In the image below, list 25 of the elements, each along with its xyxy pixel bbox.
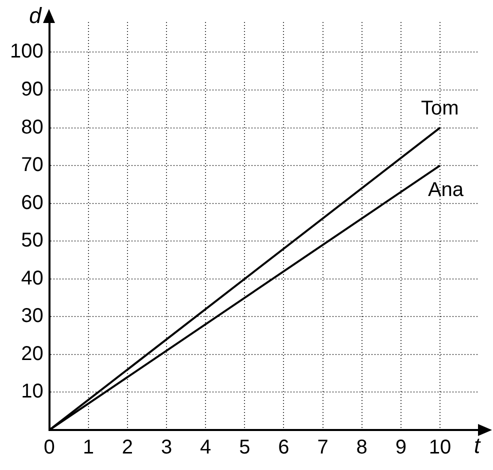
y-tick-label: 80 bbox=[21, 116, 44, 138]
x-axis-title: t bbox=[474, 433, 481, 458]
x-tick-label: 0 bbox=[44, 436, 55, 459]
x-tick-label: 2 bbox=[122, 436, 134, 459]
y-tick-label: 60 bbox=[21, 192, 44, 214]
y-tick-label: 20 bbox=[21, 342, 44, 365]
x-tick-label: 7 bbox=[317, 436, 328, 459]
y-tick-label: 70 bbox=[21, 154, 44, 176]
x-tick-label: 1 bbox=[82, 436, 94, 459]
y-tick-label: 50 bbox=[21, 230, 44, 252]
y-tick-label: 90 bbox=[21, 78, 44, 101]
x-tick-label: 10 bbox=[428, 436, 452, 459]
x-tick-label: 3 bbox=[160, 436, 172, 459]
x-tick-label: 6 bbox=[278, 436, 290, 459]
y-tick-label: 100 bbox=[10, 40, 44, 63]
y-tick-label: 10 bbox=[21, 380, 44, 403]
y-axis-title: d bbox=[29, 3, 42, 28]
x-tick-label: 9 bbox=[395, 436, 406, 459]
x-tick-label: 5 bbox=[239, 436, 250, 459]
series-label: Ana bbox=[428, 179, 464, 202]
y-tick-label: 30 bbox=[21, 305, 44, 328]
x-tick-label: 4 bbox=[200, 436, 212, 459]
x-tick-label: 8 bbox=[356, 436, 368, 459]
series-label: Tom bbox=[421, 97, 459, 120]
y-tick-label: 40 bbox=[21, 267, 44, 290]
